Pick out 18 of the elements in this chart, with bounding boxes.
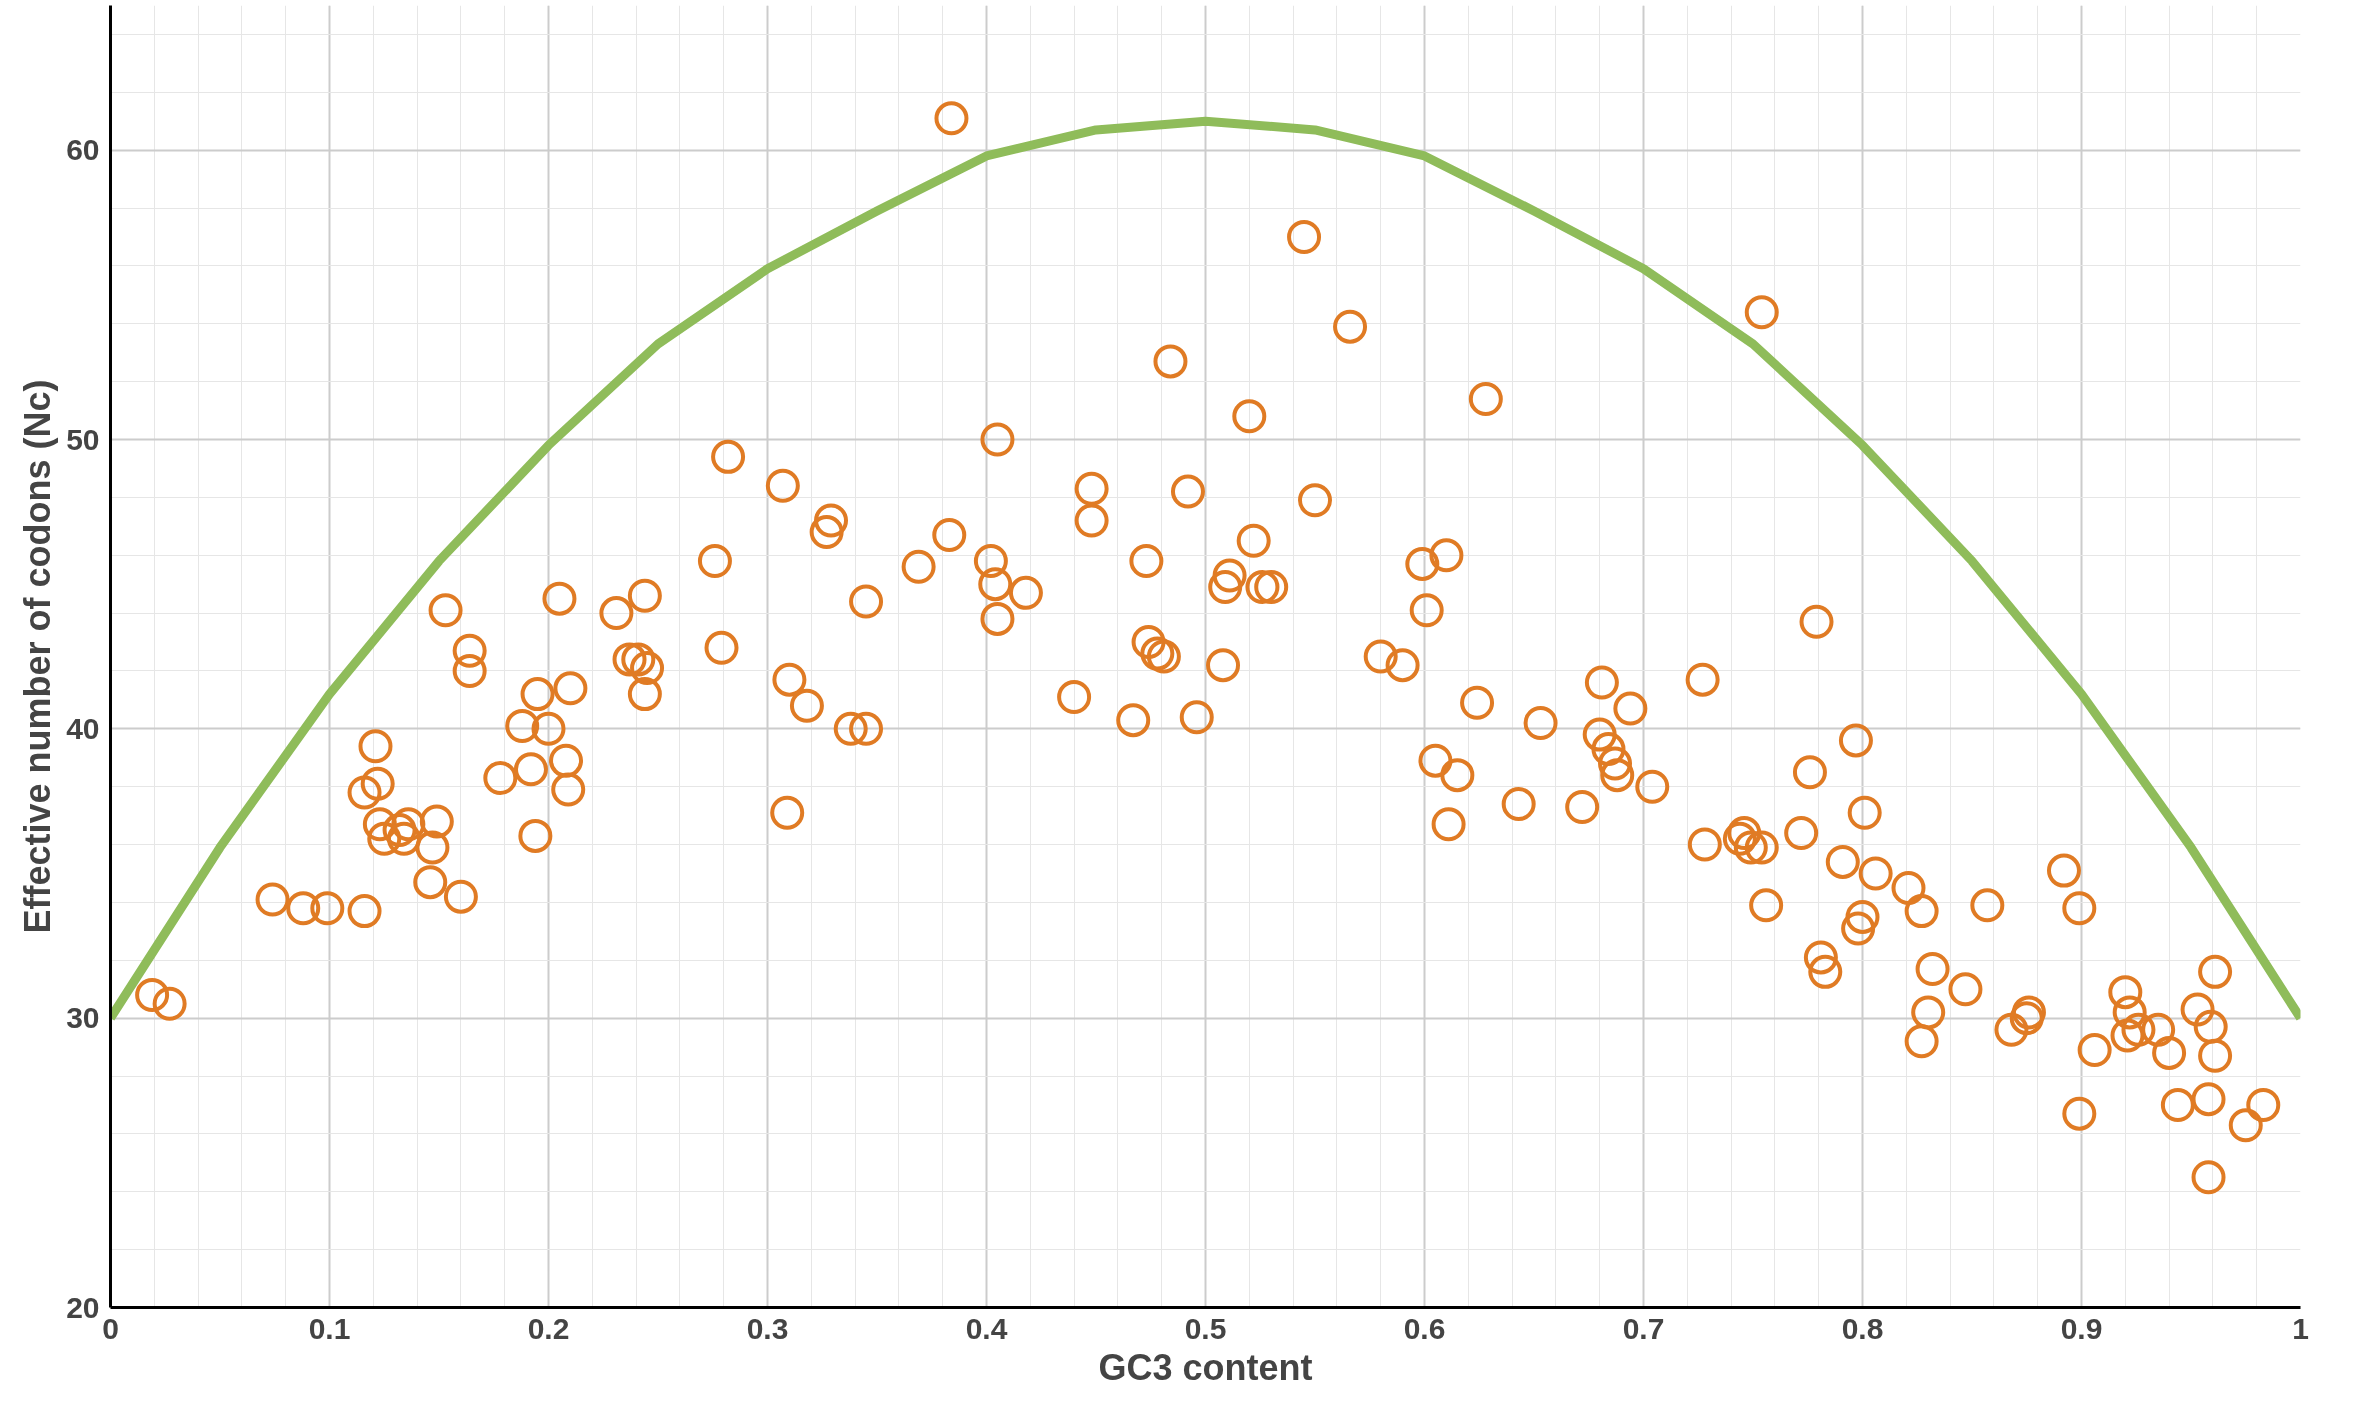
y-tick-label: 40 [66,711,100,745]
x-tick-label: 0.8 [1841,1311,1884,1345]
y-tick-label: 60 [66,133,100,167]
y-tick-label: 50 [66,422,100,456]
x-tick-label: 0.6 [1403,1311,1446,1345]
x-tick-label: 0.9 [2060,1311,2103,1345]
x-tick-label: 1 [2292,1311,2309,1345]
x-tick-label: 0.3 [746,1311,789,1345]
y-axis-title: Effective number of codons (Nc) [17,379,59,934]
x-axis-title: GC3 content [1098,1346,1313,1388]
y-tick-label: 30 [66,1001,100,1035]
x-tick-label: 0.2 [527,1311,570,1345]
x-tick-label: 0.7 [1622,1311,1665,1345]
x-tick-label: 0.1 [308,1311,351,1345]
x-tick-label: 0.4 [965,1311,1008,1345]
x-tick-label: 0.5 [1184,1311,1227,1345]
y-tick-label: 20 [66,1290,100,1324]
x-tick-label: 0 [102,1311,119,1345]
